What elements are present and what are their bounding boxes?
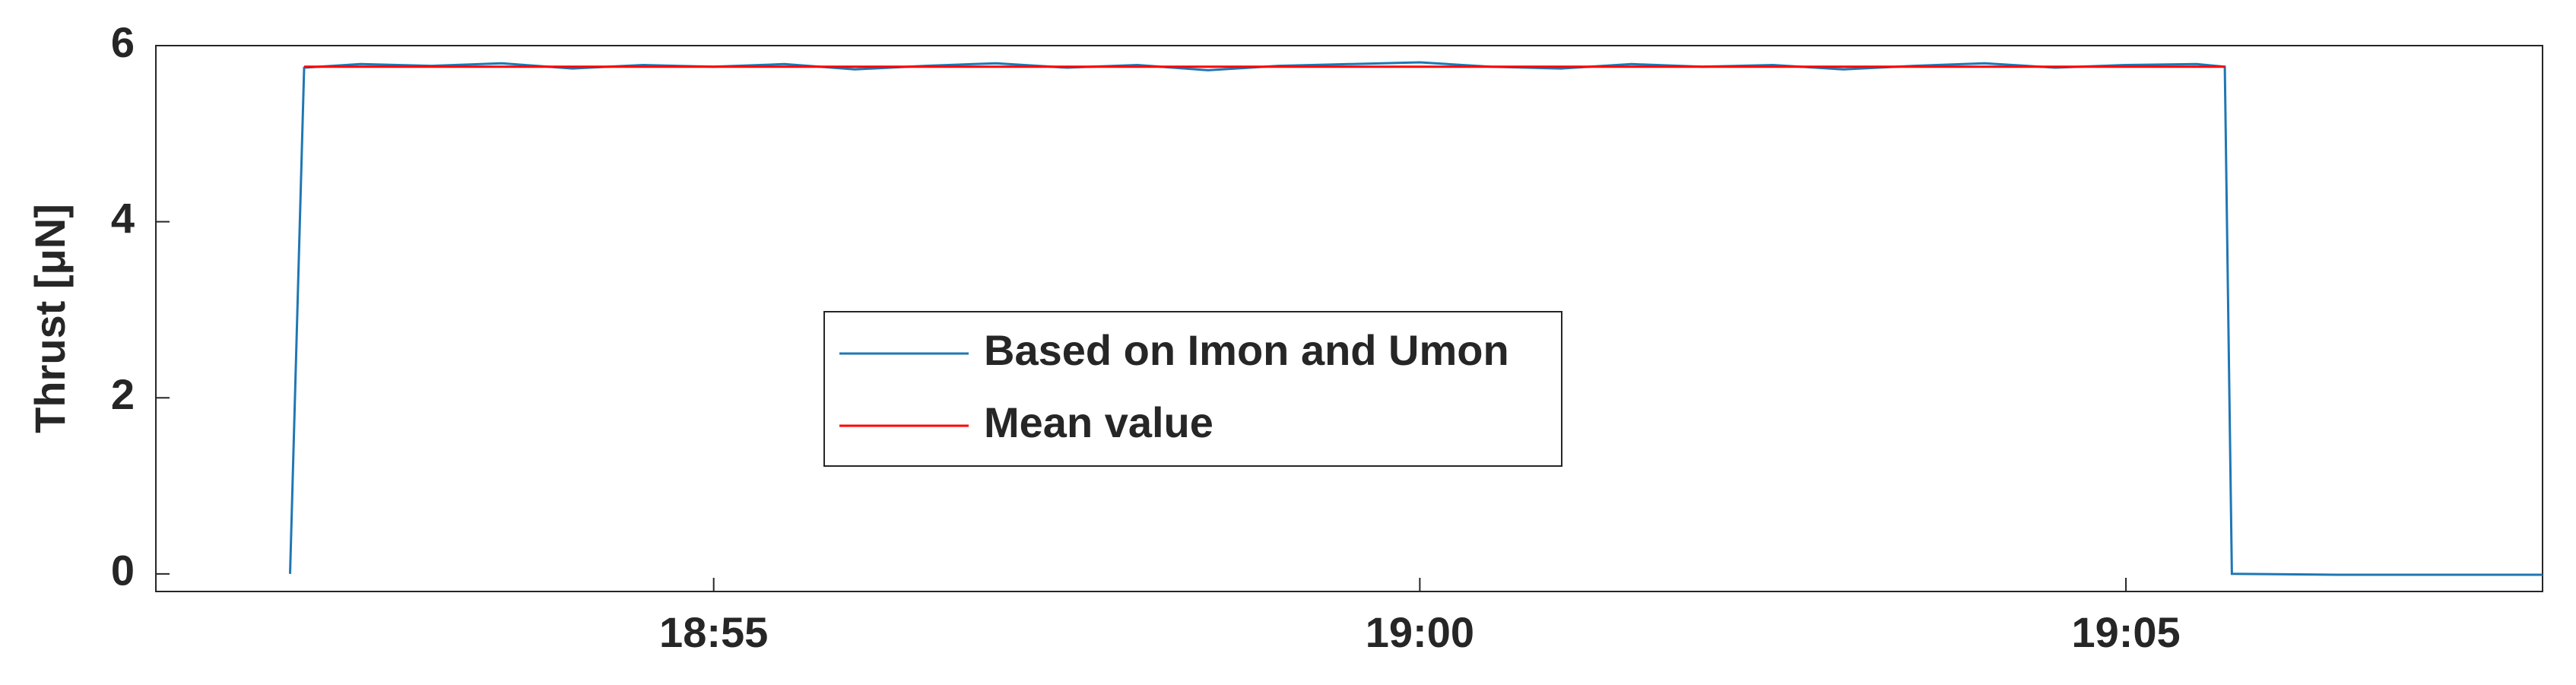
y-tick-label: 6 [111,18,135,66]
y-tick-label: 2 [111,370,135,418]
legend-label: Mean value [984,398,1213,446]
x-tick-label: 18:55 [659,608,768,656]
legend-box [823,311,1562,467]
y-tick-label: 4 [111,194,135,242]
y-axis-label: Thrust [μN] [26,204,74,433]
legend-label: Based on Imon and Umon [984,326,1509,374]
x-tick-label: 19:05 [2071,608,2180,656]
x-tick-label: 19:00 [1366,608,1474,656]
y-tick-label: 0 [111,547,135,595]
